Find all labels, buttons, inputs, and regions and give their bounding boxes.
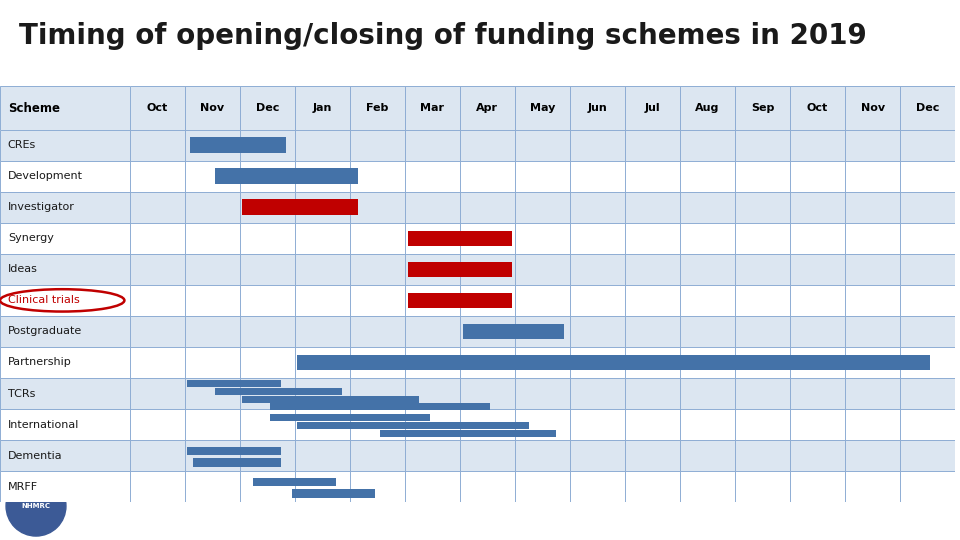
Text: Dec: Dec	[255, 103, 279, 113]
Bar	[215, 388, 342, 395]
Bar	[380, 430, 556, 437]
Bar	[130, 130, 955, 161]
Bar	[0, 378, 130, 409]
Text: MRFF: MRFF	[8, 482, 37, 492]
Text: International: International	[8, 420, 79, 430]
Text: CREs: CREs	[8, 140, 36, 150]
Bar	[130, 409, 955, 440]
Text: Sep: Sep	[751, 103, 775, 113]
Text: Synergy: Synergy	[8, 233, 54, 244]
Text: TCRs: TCRs	[8, 388, 36, 399]
Bar	[0, 347, 130, 378]
Text: Development: Development	[8, 171, 83, 181]
Bar	[0, 222, 130, 254]
Bar	[270, 414, 429, 421]
Text: Nov: Nov	[200, 103, 225, 113]
Text: Feb: Feb	[366, 103, 389, 113]
Bar	[240, 86, 295, 130]
Bar	[130, 471, 955, 502]
Bar	[460, 86, 515, 130]
Bar	[0, 192, 130, 222]
Bar	[243, 396, 419, 402]
Bar	[270, 403, 491, 410]
Bar	[625, 86, 680, 130]
Bar	[187, 447, 281, 455]
Text: Oct: Oct	[807, 103, 828, 113]
Text: Oct: Oct	[147, 103, 168, 113]
Circle shape	[6, 476, 66, 536]
Bar	[130, 440, 955, 471]
Bar	[130, 316, 955, 347]
Bar	[463, 323, 564, 339]
Bar	[130, 347, 955, 378]
Bar	[215, 168, 358, 184]
Bar	[845, 86, 900, 130]
Bar	[130, 160, 955, 192]
Text: Partnership: Partnership	[8, 357, 72, 368]
Text: Jul: Jul	[645, 103, 660, 113]
Text: Dementia: Dementia	[8, 450, 62, 461]
Bar	[184, 86, 240, 130]
Bar	[570, 86, 625, 130]
Text: Ideas: Ideas	[8, 264, 37, 274]
Bar	[515, 86, 570, 130]
Bar	[0, 130, 130, 161]
Text: NHMRC: NHMRC	[21, 503, 51, 509]
Bar	[680, 86, 735, 130]
Bar	[130, 86, 184, 130]
Text: Clinical trials: Clinical trials	[8, 295, 80, 306]
Bar	[190, 137, 286, 153]
Bar	[0, 471, 130, 502]
Bar	[0, 254, 130, 285]
Text: Jan: Jan	[313, 103, 332, 113]
Bar	[408, 231, 512, 246]
Text: May: May	[530, 103, 555, 113]
Text: Dec: Dec	[916, 103, 940, 113]
Bar	[408, 293, 512, 308]
Bar	[408, 261, 512, 277]
Bar	[130, 285, 955, 316]
Text: Jun: Jun	[588, 103, 608, 113]
Bar	[0, 285, 130, 316]
Text: Aug: Aug	[695, 103, 720, 113]
Bar	[243, 199, 358, 215]
Bar	[0, 409, 130, 440]
Text: Mar: Mar	[420, 103, 444, 113]
Bar	[298, 355, 930, 370]
Bar	[0, 160, 130, 192]
Bar	[130, 254, 955, 285]
Bar	[187, 380, 281, 387]
Bar	[349, 86, 405, 130]
Text: Postgraduate: Postgraduate	[8, 326, 82, 336]
Bar	[292, 489, 374, 498]
Text: Apr: Apr	[476, 103, 498, 113]
Bar	[130, 378, 955, 409]
Bar	[130, 222, 955, 254]
Bar	[130, 192, 955, 222]
Text: Investigator: Investigator	[8, 202, 75, 212]
Bar	[735, 86, 790, 130]
Bar	[405, 86, 460, 130]
Text: Scheme: Scheme	[8, 102, 60, 114]
Text: Timing of opening/closing of funding schemes in 2019: Timing of opening/closing of funding sch…	[19, 22, 867, 50]
Text: Nov: Nov	[860, 103, 885, 113]
Bar	[253, 478, 336, 487]
Bar	[295, 86, 349, 130]
Bar	[0, 316, 130, 347]
Bar	[900, 86, 955, 130]
Bar	[193, 458, 281, 467]
Bar	[0, 440, 130, 471]
Bar	[790, 86, 845, 130]
Bar	[298, 422, 529, 429]
